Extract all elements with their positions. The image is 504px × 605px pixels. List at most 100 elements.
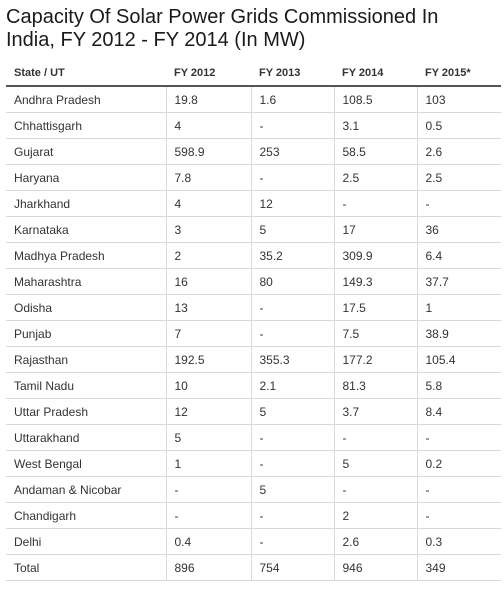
- data-table: State / UT FY 2012 FY 2013 FY 2014 FY 2015* …: [6, 60, 501, 581]
- state-name-cell: Uttar Pradesh: [6, 398, 166, 425]
- state-name-cell: Chandigarh: [6, 502, 166, 529]
- value-cell: 5: [250, 216, 334, 243]
- value-cell: 17: [333, 216, 417, 243]
- table-row: Tamil Nadu 10 2.1 81.3 5.8: [6, 372, 501, 399]
- value-cell: 2.1: [250, 372, 334, 399]
- value-cell: 80: [250, 268, 334, 295]
- value-cell: -: [250, 112, 334, 139]
- value-cell: 7.5: [333, 320, 417, 347]
- column-header: State / UT: [6, 60, 166, 87]
- value-cell: 896: [165, 554, 251, 581]
- value-cell: 10: [165, 372, 251, 399]
- value-cell: 1.6: [250, 86, 334, 113]
- value-cell: 754: [250, 554, 334, 581]
- value-cell: 5: [333, 450, 417, 477]
- value-cell: 19.8: [165, 86, 251, 113]
- value-cell: 3.1: [333, 112, 417, 139]
- value-cell: -: [416, 424, 501, 451]
- column-header: FY 2014: [334, 60, 417, 87]
- value-cell: 2.5: [416, 164, 501, 191]
- state-name-cell: Andhra Pradesh: [6, 86, 166, 113]
- value-cell: 946: [333, 554, 417, 581]
- value-cell: 1: [416, 294, 501, 321]
- value-cell: 7.8: [165, 164, 251, 191]
- value-cell: 0.5: [416, 112, 501, 139]
- table-row: Punjab 7-7.5 38.9: [6, 320, 501, 347]
- value-cell: -: [333, 424, 417, 451]
- value-cell: 1: [165, 450, 251, 477]
- state-name-cell: Total: [6, 554, 166, 581]
- value-cell: -: [165, 502, 251, 529]
- table-row: Odisha 13-17.5 1: [6, 294, 501, 321]
- value-cell: 2.6: [333, 528, 417, 555]
- value-cell: 192.5: [165, 346, 251, 373]
- header-row: State / UT FY 2012 FY 2013 FY 2014 FY 2015*: [6, 60, 501, 87]
- value-cell: -: [333, 190, 417, 217]
- value-cell: 35.2: [250, 242, 334, 269]
- state-name-cell: Chhattisgarh: [6, 112, 166, 139]
- state-name-cell: Odisha: [6, 294, 166, 321]
- value-cell: -: [416, 190, 501, 217]
- value-cell: 5.8: [416, 372, 501, 399]
- value-cell: -: [416, 502, 501, 529]
- value-cell: 2: [333, 502, 417, 529]
- state-name-cell: Rajasthan: [6, 346, 166, 373]
- value-cell: 0.2: [416, 450, 501, 477]
- value-cell: 13: [165, 294, 251, 321]
- value-cell: 38.9: [416, 320, 501, 347]
- value-cell: 17.5: [333, 294, 417, 321]
- column-header: FY 2012: [166, 60, 251, 87]
- value-cell: 0.4: [165, 528, 251, 555]
- value-cell: -: [250, 528, 334, 555]
- value-cell: 349: [416, 554, 501, 581]
- value-cell: 103: [416, 86, 501, 113]
- value-cell: 37.7: [416, 268, 501, 295]
- value-cell: -: [416, 476, 501, 503]
- value-cell: 12: [250, 190, 334, 217]
- value-cell: 5: [250, 476, 334, 503]
- table-header: State / UT FY 2012 FY 2013 FY 2014 FY 2015*: [6, 60, 501, 87]
- column-header: FY 2015*: [417, 60, 501, 87]
- value-cell: -: [165, 476, 251, 503]
- value-cell: 149.3: [333, 268, 417, 295]
- value-cell: 3: [165, 216, 251, 243]
- value-cell: 108.5: [333, 86, 417, 113]
- value-cell: 4: [165, 190, 251, 217]
- table-row: Gujarat 598.9 253 58.5 2.6: [6, 138, 501, 165]
- value-cell: -: [250, 424, 334, 451]
- state-name-cell: Uttarakhand: [6, 424, 166, 451]
- state-name-cell: Madhya Pradesh: [6, 242, 166, 269]
- state-name-cell: Andaman & Nicobar: [6, 476, 166, 503]
- state-name-cell: Gujarat: [6, 138, 166, 165]
- state-name-cell: West Bengal: [6, 450, 166, 477]
- value-cell: 2: [165, 242, 251, 269]
- table-body: Andhra Pradesh 19.8 1.6 108.5 103 Chhattisgar…: [6, 86, 501, 581]
- value-cell: -: [250, 502, 334, 529]
- value-cell: 177.2: [333, 346, 417, 373]
- state-name-cell: Haryana: [6, 164, 166, 191]
- value-cell: 2.6: [416, 138, 501, 165]
- value-cell: -: [250, 164, 334, 191]
- state-name-cell: Maharashtra: [6, 268, 166, 295]
- state-name-cell: Jharkhand: [6, 190, 166, 217]
- table-row: Delhi 0.4-2.6 0.3: [6, 528, 501, 555]
- value-cell: -: [333, 476, 417, 503]
- value-cell: 105.4: [416, 346, 501, 373]
- column-header: FY 2013: [251, 60, 334, 87]
- value-cell: 8.4: [416, 398, 501, 425]
- value-cell: 7: [165, 320, 251, 347]
- value-cell: 5: [250, 398, 334, 425]
- state-name-cell: Tamil Nadu: [6, 372, 166, 399]
- table-row: Andaman & Nicobar -5- -: [6, 476, 501, 503]
- value-cell: 16: [165, 268, 251, 295]
- table-row: Karnataka 3 5 17 36: [6, 216, 501, 243]
- value-cell: 0.3: [416, 528, 501, 555]
- value-cell: 355.3: [250, 346, 334, 373]
- value-cell: 4: [165, 112, 251, 139]
- table-row: Uttarakhand 5- - -: [6, 424, 501, 451]
- value-cell: 253: [250, 138, 334, 165]
- value-cell: 598.9: [165, 138, 251, 165]
- table-row: Chandigarh - -2-: [6, 502, 501, 529]
- table-row: Chhattisgarh 4-3.1 0.5: [6, 112, 501, 139]
- value-cell: 6.4: [416, 242, 501, 269]
